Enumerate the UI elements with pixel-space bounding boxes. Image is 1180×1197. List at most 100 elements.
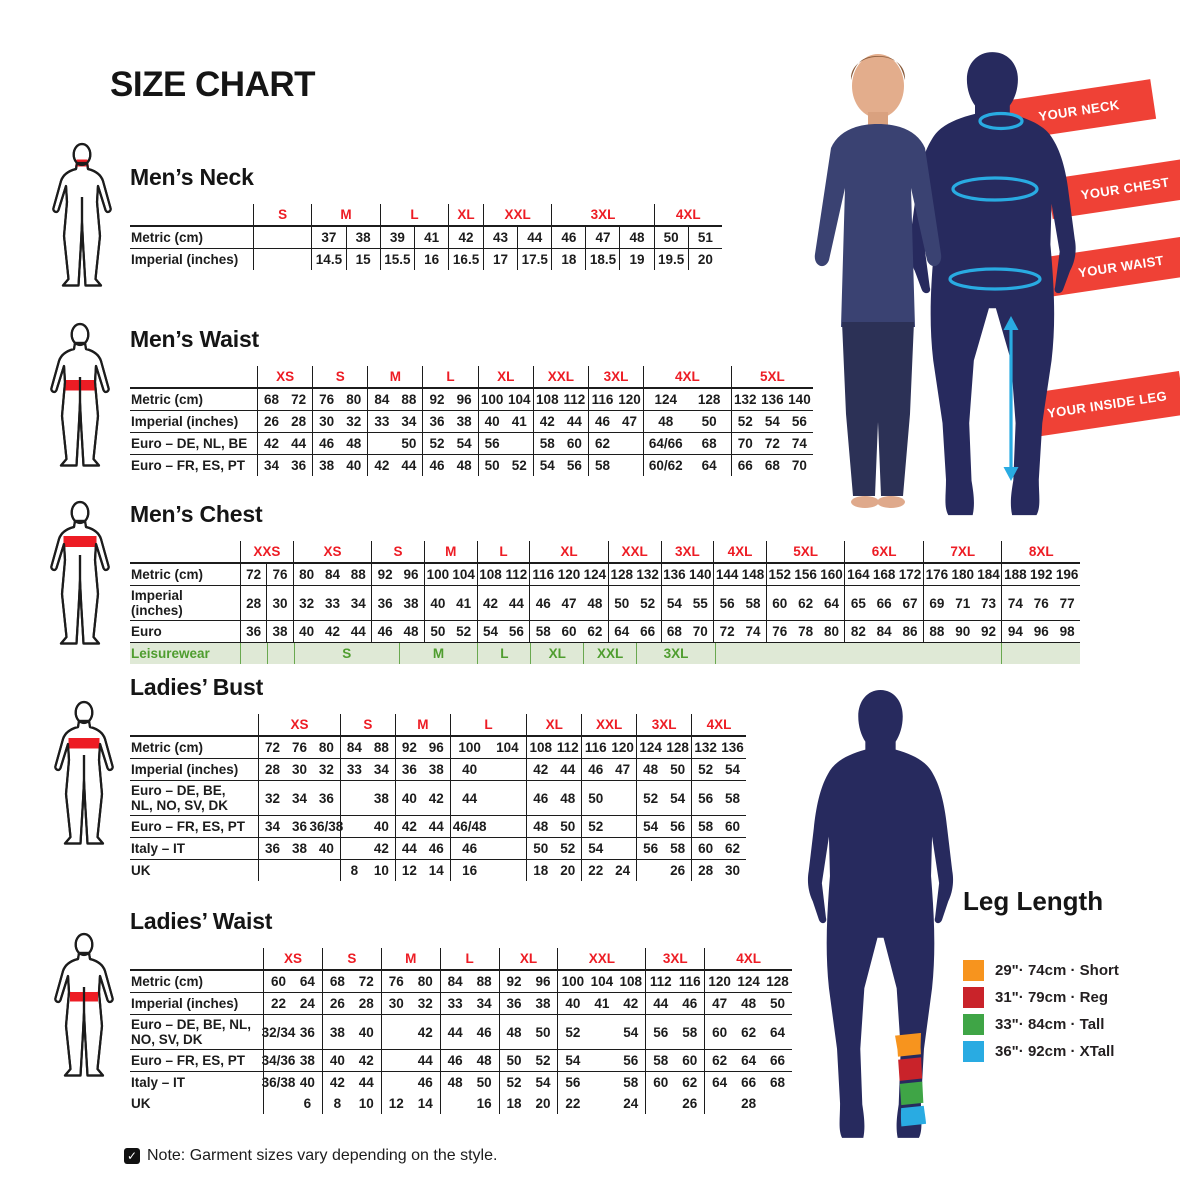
size-cell: 172 [898, 567, 922, 582]
checkbox-icon [124, 1148, 140, 1164]
size-group-header: 3XL [551, 204, 653, 225]
size-label: M [405, 951, 417, 966]
legend-color-swatch [963, 986, 984, 1008]
size-cell: 58 [745, 595, 761, 611]
legend-label: 29"· 74cm · Short [995, 961, 1119, 979]
size-group: 94 96 98 [1001, 621, 1080, 643]
section-mens-neck: Men’s Neck S M L XL XXL 3XL 4XL Metric (cm) 37 38… [130, 164, 722, 270]
size-group [258, 860, 340, 882]
size-cell: 40 [299, 624, 315, 640]
size-group-header: 4XL [643, 366, 731, 387]
size-group-header: M [380, 948, 440, 969]
size-table-row: Euro – DE, BE, NL, NO, SV, DK 32/34 36 38 40… [130, 1014, 792, 1050]
size-cell: 56 [670, 819, 686, 835]
size-cell [264, 1093, 293, 1114]
size-cell: 120 [618, 392, 641, 407]
size-cell: 46 [377, 624, 393, 640]
row-label: UK [131, 1096, 151, 1112]
size-cell: 84 [374, 392, 390, 407]
mens-chest-figure-icon [50, 500, 110, 645]
section-title: Ladies’ Bust [130, 674, 264, 700]
size-group: 34 36 [257, 455, 312, 476]
size-cell: 55 [692, 595, 708, 611]
size-cell: 58 [653, 1053, 669, 1069]
size-cell: 40 [299, 1075, 315, 1091]
size-cell: 60/62 [648, 458, 683, 473]
size-cell: 124 [583, 567, 607, 582]
size-cell: 71 [955, 595, 971, 611]
size-group: 69 71 73 [922, 586, 1002, 621]
size-cell: 128 [766, 974, 789, 989]
size-cell: 62 [587, 624, 603, 640]
size-group: 100 104 [423, 564, 477, 585]
size-cell: 68 [666, 624, 682, 640]
size-group: 48 50 [643, 411, 731, 432]
size-cell: 28 [741, 1096, 757, 1112]
size-group: 12 14 [380, 1093, 440, 1115]
size-cell: 42 [623, 996, 639, 1011]
size-cell: 47 [585, 227, 619, 248]
size-cell: 62 [725, 841, 741, 857]
size-cell: 56 [698, 790, 714, 806]
section-ladies-bust: Ladies’ Bust XS S M L XL XXL 3XL 4XL Metric (cm)… [130, 674, 746, 882]
size-label: S [347, 951, 357, 966]
short-band [873, 1031, 937, 1059]
size-cell: 124 [654, 392, 678, 407]
size-group: 37 38 [311, 227, 379, 248]
size-cell: 38 [403, 595, 419, 611]
leisurewear-span [240, 643, 267, 665]
size-group: 50 [367, 433, 422, 454]
size-table-row: Euro – FR, ES, PT 34 36 36/38 40 42 44 46/48 48 5… [130, 815, 746, 838]
size-cell: 56 [484, 436, 500, 451]
size-group: 48 50 [636, 759, 691, 780]
size-cell: 76 [266, 564, 292, 585]
size-cell: 96 [1033, 624, 1049, 640]
size-cell: 42 [458, 230, 474, 245]
size-cell: 192 [1029, 567, 1053, 582]
size-group: 58 60 62 [529, 621, 608, 643]
size-cell: 41 [594, 996, 610, 1011]
size-label: M [389, 369, 402, 384]
size-group: 100 104 [477, 389, 533, 410]
size-cell: 48 [741, 996, 757, 1011]
size-group: 40 42 44 [292, 621, 372, 643]
section-ladies-waist: Ladies’ Waist XS S M L XL XXL 3XL 4XL Metric (cm… [130, 908, 792, 1115]
size-cell: 8 [333, 1096, 342, 1112]
size-cell: 33 [374, 414, 390, 429]
size-group-header: 3XL [660, 541, 714, 562]
legend-item: 36"· 92cm · XTall [963, 1040, 1180, 1062]
size-cell [506, 433, 533, 454]
size-group: 33 34 [367, 411, 422, 432]
row-label: Leisurewear [131, 646, 210, 662]
size-cell: 46 [594, 414, 610, 429]
size-group: 38 40 [321, 1015, 381, 1050]
size-cell: 42 [329, 1075, 345, 1091]
size-cell: 28 [264, 762, 280, 777]
size-cell: 108 [529, 740, 553, 755]
size-group: 36 38 40 [258, 838, 340, 860]
size-cell: 88 [401, 392, 417, 407]
row-label: Imperial (inches) [131, 251, 239, 267]
size-group: 26 [636, 860, 691, 882]
size-cell: 42 [417, 1024, 433, 1040]
size-cell: 124 [639, 740, 662, 755]
size-cell: 160 [820, 567, 843, 582]
size-cell: 26 [264, 414, 280, 429]
size-group: 48 50 [526, 816, 581, 838]
size-cell: 128 [666, 740, 689, 755]
size-cell: 26 [329, 996, 345, 1011]
size-cell: 18 [561, 252, 577, 267]
size-cell: 47 [622, 414, 638, 429]
size-cell [368, 433, 395, 454]
size-cell: 19 [619, 249, 653, 270]
size-cell: 62 [712, 1053, 728, 1069]
size-cell [382, 1015, 411, 1049]
size-cell: 33 [324, 595, 340, 611]
size-label: 4XL [675, 369, 700, 384]
size-cell: 68 [701, 436, 717, 451]
size-label: XXL [621, 544, 648, 559]
size-cell: 47 [712, 996, 728, 1011]
row-label: Metric (cm) [131, 566, 204, 582]
size-cell: 34 [291, 790, 307, 806]
size-group: 116 120 [581, 737, 636, 758]
